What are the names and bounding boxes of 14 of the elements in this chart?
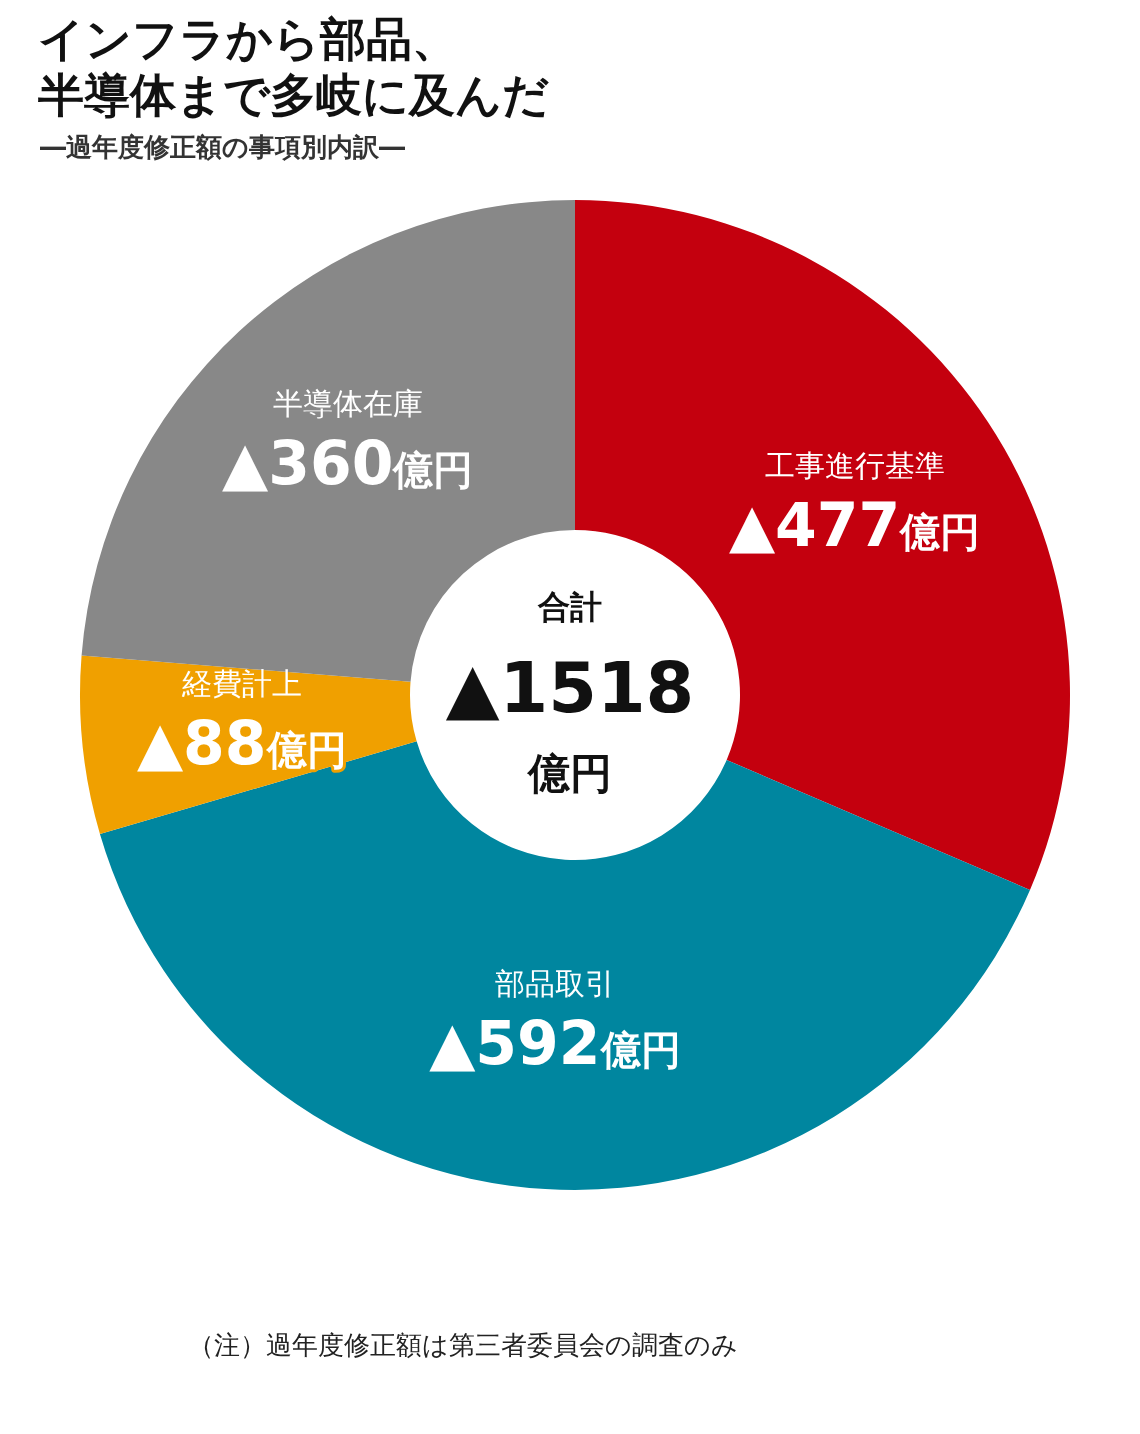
text: 億円 — [526, 749, 612, 798]
data-label: ▲592億円 — [429, 1008, 681, 1079]
slice-label: 経費計上 — [180, 666, 302, 702]
slice-label: 工事進行基準 — [764, 447, 945, 483]
text: 合計 — [537, 588, 602, 626]
data-label: ▲360億円 — [222, 427, 474, 498]
text: ▲1518 — [445, 647, 695, 729]
slice-label: 部品取引 — [494, 966, 615, 1002]
chart-title: インフラから部品、半導体まで多岐に及んだ — [38, 13, 550, 123]
data-label: ▲477億円 — [728, 489, 981, 560]
chart-subtitle: ―過年度修正額の事項別内訳― — [40, 131, 405, 164]
data-label: ▲88億円 — [136, 708, 347, 779]
slice-label: 半導体在庫 — [272, 385, 423, 421]
text: （注）過年度修正額は第三者委員会の調査のみ — [188, 1329, 738, 1362]
